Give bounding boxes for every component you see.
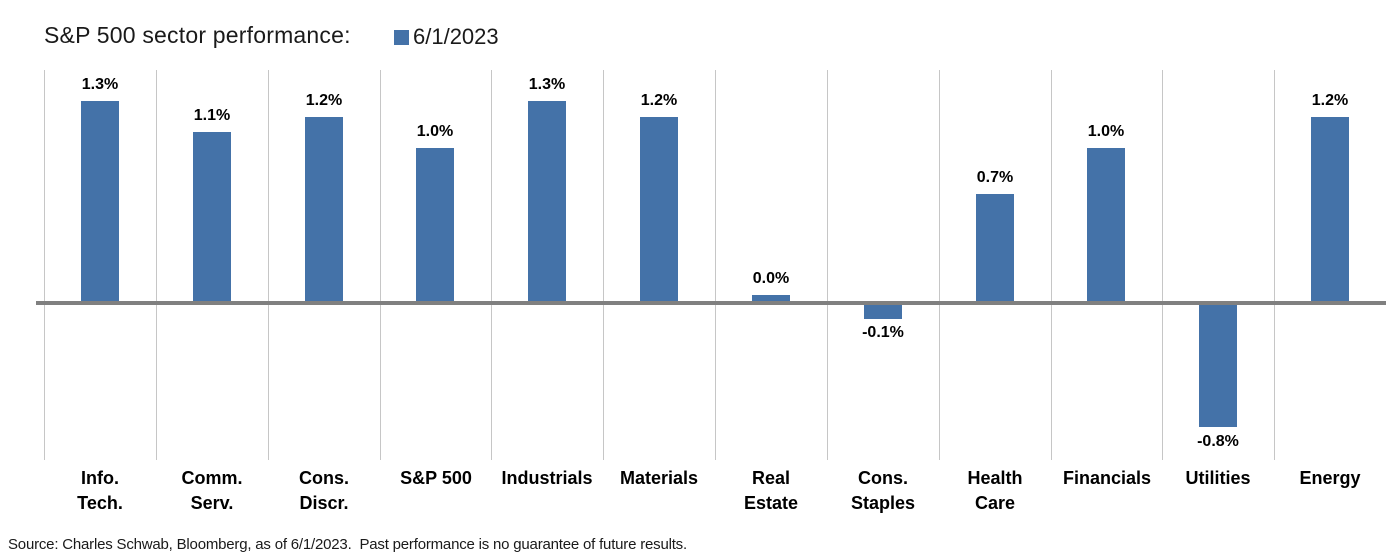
bar-value-label: 0.0% xyxy=(752,270,790,287)
gridline xyxy=(1162,70,1163,460)
category-label: Industrials xyxy=(501,468,593,488)
bar-value-label: 1.1% xyxy=(193,107,231,124)
bar xyxy=(864,303,902,319)
chart-title: S&P 500 sector performance: xyxy=(44,22,351,48)
category-label: Info. Tech. xyxy=(77,468,123,513)
chart-legend: 6/1/2023 xyxy=(394,24,499,50)
gridline xyxy=(603,70,604,460)
bar xyxy=(1199,303,1237,427)
bar-value-label: 1.2% xyxy=(1311,92,1349,109)
source-attribution: Source: Charles Schwab, Bloomberg, as of… xyxy=(8,536,687,553)
bar xyxy=(528,101,566,303)
category-label: Utilities xyxy=(1185,468,1251,488)
bar-value-label: 1.2% xyxy=(305,92,343,109)
bar xyxy=(640,117,678,303)
bar-value-label: 0.7% xyxy=(976,169,1014,186)
gridline xyxy=(827,70,828,460)
gridline xyxy=(1051,70,1052,460)
bar xyxy=(193,132,231,303)
bar-value-label: 1.3% xyxy=(81,76,119,93)
gridline xyxy=(268,70,269,460)
category-label: Materials xyxy=(619,468,699,488)
category-label: Cons. Staples xyxy=(850,468,916,513)
bar xyxy=(976,194,1014,303)
gridline xyxy=(1274,70,1275,460)
category-label: Health Care xyxy=(967,468,1023,513)
bar-value-label: 1.0% xyxy=(416,123,454,140)
zero-axis-line xyxy=(36,301,1386,305)
bar xyxy=(81,101,119,303)
bar-value-label: 1.0% xyxy=(1087,123,1125,140)
gridline xyxy=(939,70,940,460)
bar-value-label: -0.1% xyxy=(862,324,904,341)
legend-label: 6/1/2023 xyxy=(413,24,499,49)
gridline xyxy=(156,70,157,460)
gridline xyxy=(715,70,716,460)
category-label: Real Estate xyxy=(743,468,799,513)
category-label: S&P 500 xyxy=(400,468,472,488)
category-label: Cons. Discr. xyxy=(298,468,349,513)
bar-value-label: -0.8% xyxy=(1197,433,1239,450)
legend-color-swatch-icon xyxy=(394,29,409,45)
category-label: Energy xyxy=(1299,468,1361,488)
bar xyxy=(305,117,343,303)
bar xyxy=(416,148,454,303)
bar xyxy=(1087,148,1125,303)
chart-header: S&P 500 sector performance: xyxy=(44,22,351,49)
bar-value-label: 1.2% xyxy=(640,92,678,109)
gridline xyxy=(491,70,492,460)
bar-value-label: 1.3% xyxy=(528,76,566,93)
bar xyxy=(1311,117,1349,303)
category-label: Comm. Serv. xyxy=(181,468,243,513)
gridline xyxy=(44,70,45,460)
gridline xyxy=(380,70,381,460)
bar xyxy=(752,295,790,303)
category-label: Financials xyxy=(1062,468,1152,488)
